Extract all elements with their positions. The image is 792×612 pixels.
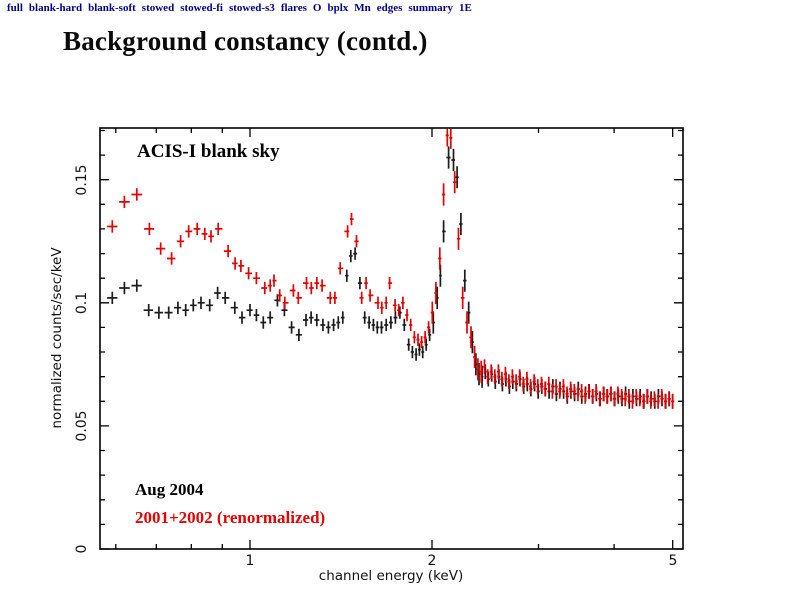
nav-link-blank-soft[interactable]: blank-soft [88,2,136,14]
nav-link-1E[interactable]: 1E [459,2,472,14]
nav-link-summary[interactable]: summary [408,2,454,14]
x-tick-label-5: 5 [669,553,678,569]
nav-link-bplx[interactable]: bplx [327,2,349,14]
nav-link-O[interactable]: O [312,2,322,14]
legend-aug-2004: Aug 2004 [135,480,204,499]
y-axis-title: normalized counts/sec/keV [49,247,65,429]
nav-link-flares[interactable]: flares [280,2,307,14]
nav-link-blank-hard[interactable]: blank-hard [28,2,83,14]
nav-link-edges[interactable]: edges [376,2,403,14]
nav-link-stowed-s3[interactable]: stowed-s3 [228,2,275,14]
nav-link-full[interactable]: full [7,2,23,14]
plot-canvas [99,127,684,550]
x-tick-label-2: 2 [428,553,437,569]
y-tick-label-0: 0 [74,545,90,554]
y-tick-label-0.15: 0.15 [74,164,90,195]
nav-link-stowed-fi[interactable]: stowed-fi [180,2,223,14]
page-title: Background constancy (contd.) [63,26,428,56]
y-tick-label-0.05: 0.05 [74,410,90,441]
nav-link-Mn[interactable]: Mn [354,2,371,14]
top-nav: full blank-hard blank-soft stowed stowed… [7,2,472,14]
nav-link-stowed[interactable]: stowed [141,2,175,14]
legend-2001-2002: 2001+2002 (renormalized) [135,508,325,527]
plot-annotation: ACIS-I blank sky [137,141,280,162]
x-axis-title: channel energy (keV) [319,568,463,584]
x-tick-label-1: 1 [246,553,255,569]
y-tick-label-0.1: 0.1 [74,292,90,314]
